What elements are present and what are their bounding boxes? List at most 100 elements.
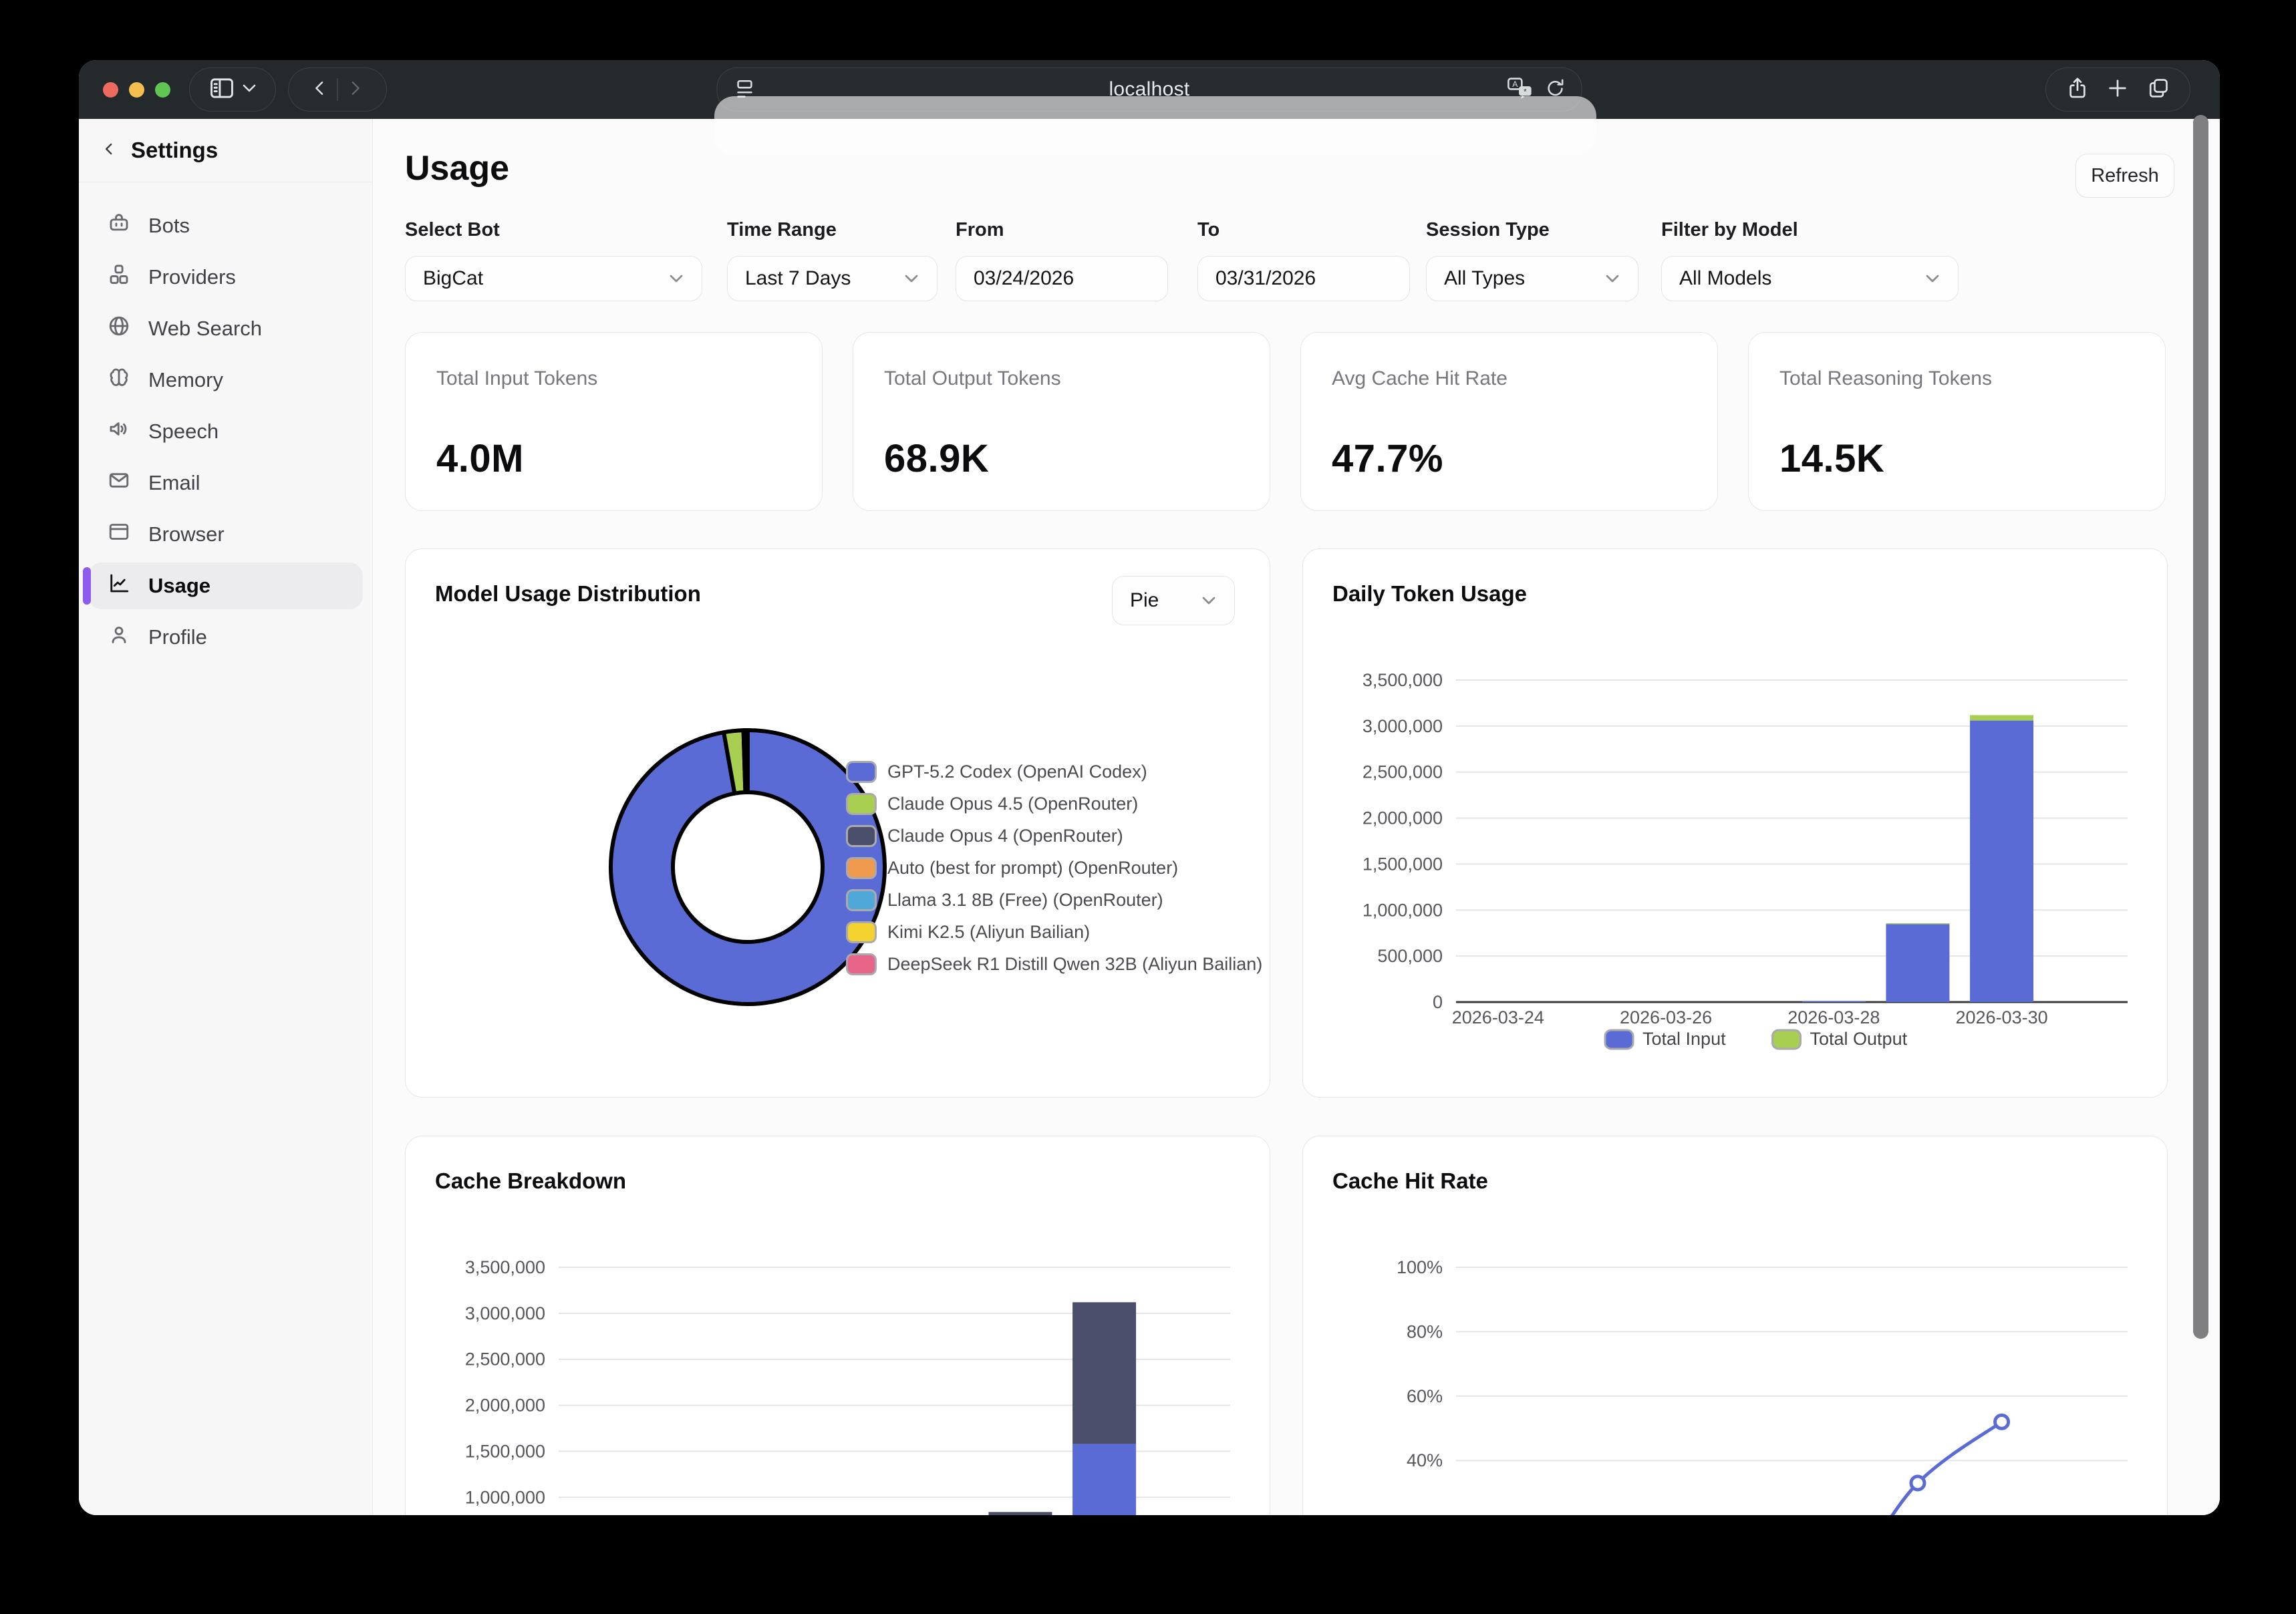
svg-text:1,000,000: 1,000,000 [1362, 900, 1443, 920]
chevron-down-icon [1606, 275, 1619, 283]
filter-by-model-select[interactable]: All Models [1661, 256, 1959, 301]
cubes-icon [107, 263, 131, 292]
filter-label: Filter by Model [1661, 219, 1798, 240]
sidebar-item-profile[interactable]: Profile [88, 614, 363, 661]
card-title: Cache Breakdown [435, 1168, 627, 1193]
svg-text:1,500,000: 1,500,000 [465, 1441, 545, 1461]
sidebar-item-web-search[interactable]: Web Search [88, 305, 363, 352]
to-input[interactable]: 03/31/2026 [1197, 256, 1410, 301]
stat-label: Avg Cache Hit Rate [1332, 367, 1508, 389]
stat-label: Total Input Tokens [436, 367, 598, 389]
tab-overview-icon[interactable] [2146, 75, 2170, 105]
sidebar-toggle-button[interactable] [189, 67, 276, 112]
new-tab-icon[interactable] [2106, 75, 2129, 105]
filter-label: To [1197, 219, 1220, 240]
browser-window: localhost A * [79, 60, 2220, 1515]
svg-text:Total Output: Total Output [1810, 1029, 1908, 1049]
sidebar-item-label: Speech [148, 420, 219, 443]
svg-text:Total Input: Total Input [1642, 1029, 1726, 1049]
sidebar-item-bots[interactable]: Bots [88, 202, 363, 249]
settings-sidebar: Settings Bots Providers Web Search Memory Sp… [79, 119, 373, 1515]
svg-text:100%: 100% [1397, 1257, 1443, 1277]
svg-text:2026-03-26: 2026-03-26 [1620, 1007, 1712, 1027]
sidebar-item-speech[interactable]: Speech [88, 408, 363, 455]
pie-type-select[interactable]: Pie [1112, 576, 1235, 625]
window-controls [103, 82, 170, 98]
svg-text:0: 0 [1433, 992, 1443, 1012]
select-bot-select[interactable]: BigCat [405, 256, 702, 301]
page-title: Usage [405, 149, 510, 188]
chevron-down-icon [905, 275, 918, 283]
cache-breakdown-card: Cache Breakdown 0 500,000 1,000,000 1,500,0… [405, 1136, 1270, 1515]
cache-hit-rate-card: Cache Hit Rate 0% 20% 40% 60% 80% 100% [1302, 1136, 2168, 1515]
chevron-left-icon [100, 139, 118, 162]
svg-text:40%: 40% [1407, 1450, 1443, 1470]
sidebar-nav: Bots Providers Web Search Memory Speech Email… [79, 182, 372, 681]
forward-button[interactable] [345, 77, 365, 103]
chevron-down-icon [1926, 275, 1939, 283]
history-nav [288, 67, 387, 112]
svg-text:1,000,000: 1,000,000 [465, 1487, 545, 1507]
divider [337, 78, 338, 101]
svg-text:2026-03-30: 2026-03-30 [1956, 1007, 2048, 1027]
sidebar-item-label: Browser [148, 522, 225, 546]
model-usage-donut-chart [608, 728, 887, 1006]
daily-token-usage-chart: 0 500,000 1,000,000 1,500,000 2,000,000 2,500… [1362, 670, 2128, 1050]
svg-text:60%: 60% [1407, 1386, 1443, 1406]
sidebar-item-providers[interactable]: Providers [88, 254, 363, 301]
svg-text:3,500,000: 3,500,000 [465, 1257, 545, 1277]
sidebar-item-usage[interactable]: Usage [83, 562, 363, 609]
session-type-select[interactable]: All Types [1426, 256, 1638, 301]
filter-filter-by-model: Filter by Model All Models [1661, 219, 1959, 301]
from-input[interactable]: 03/24/2026 [956, 256, 1168, 301]
sidebar-item-label: Usage [148, 574, 211, 597]
close-button[interactable] [103, 82, 118, 98]
reload-icon[interactable] [1544, 75, 1567, 104]
stat-label: Total Output Tokens [884, 367, 1061, 389]
filter-label: Time Range [727, 219, 837, 240]
share-icon[interactable] [2066, 75, 2089, 105]
svg-text:1,500,000: 1,500,000 [1362, 854, 1443, 874]
sidebar-item-browser[interactable]: Browser [88, 511, 363, 558]
zoom-button[interactable] [155, 82, 170, 98]
usage-page: Usage Refresh Select Bot BigCat Time Range… [373, 96, 2220, 1515]
sidebar-item-label: Web Search [148, 317, 263, 340]
filter-value: 03/31/2026 [1215, 267, 1316, 289]
filter-label: Session Type [1426, 219, 1550, 240]
svg-text:3,500,000: 3,500,000 [1362, 670, 1443, 690]
stat-label: Total Reasoning Tokens [1779, 367, 1992, 389]
filter-label: From [956, 219, 1004, 240]
sidebar-header[interactable]: Settings [79, 119, 372, 182]
minimize-button[interactable] [129, 82, 144, 98]
filter-session-type: Session Type All Types [1426, 219, 1638, 301]
scrolled-card-remnant [714, 96, 1596, 155]
time-range-select[interactable]: Last 7 Days [727, 256, 938, 301]
back-button[interactable] [310, 77, 330, 103]
stat-value: 4.0M [436, 437, 524, 480]
sidebar-item-label: Bots [148, 214, 190, 237]
scrollbar[interactable] [2193, 115, 2208, 1339]
filter-value: All Models [1679, 267, 1772, 289]
window-body: Settings Bots Providers Web Search Memory Sp… [79, 96, 2220, 1515]
daily-token-usage-card: Daily Token Usage 0 500,000 1,000,000 1,500… [1302, 548, 2168, 1098]
filter-value: Last 7 Days [745, 267, 851, 289]
card-title: Cache Hit Rate [1332, 1168, 1488, 1193]
stat-card-total-input-tokens: Total Input Tokens 4.0M [405, 332, 823, 511]
filter-select-bot: Select Bot BigCat [405, 219, 702, 301]
refresh-button[interactable]: Refresh [2075, 154, 2174, 198]
stat-value: 68.9K [884, 437, 990, 480]
toolbar-actions [2045, 67, 2190, 112]
sidebar-item-email[interactable]: Email [88, 460, 363, 506]
svg-text:*: * [1524, 88, 1527, 96]
pie-type-value: Pie [1130, 589, 1159, 611]
sidebar-item-memory[interactable]: Memory [88, 357, 363, 404]
filter-label: Select Bot [405, 219, 500, 240]
translate-icon[interactable]: A * [1507, 75, 1534, 104]
filter-to: To 03/31/2026 [1197, 219, 1410, 301]
chevron-down-icon [242, 83, 257, 97]
stat-value: 47.7% [1332, 437, 1443, 480]
sidebar-item-label: Providers [148, 265, 236, 289]
svg-text:3,000,000: 3,000,000 [465, 1303, 545, 1323]
chevron-down-icon [1202, 597, 1215, 605]
filter-from: From 03/24/2026 [956, 219, 1168, 301]
